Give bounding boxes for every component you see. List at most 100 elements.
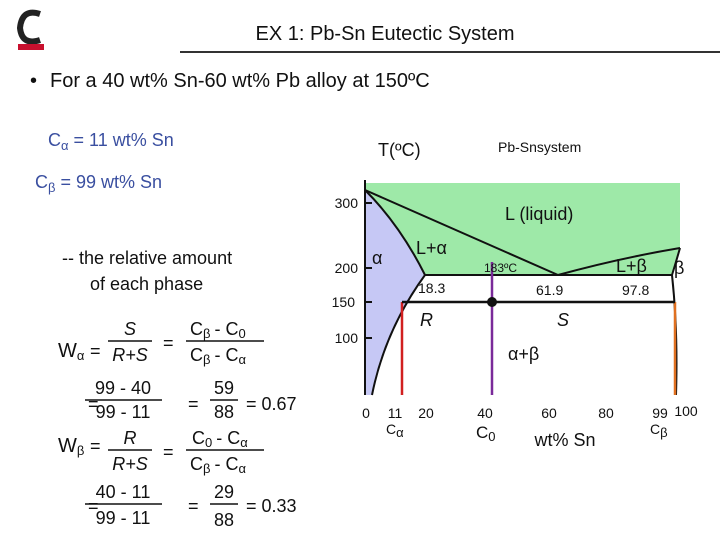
symbol: W	[58, 340, 77, 362]
point-label: 183ºC	[484, 261, 517, 275]
liquidus	[364, 189, 681, 276]
logo-bar	[18, 44, 44, 50]
numerator: R	[124, 428, 137, 448]
region-label: L (liquid)	[505, 204, 573, 224]
x-tick-label: 60	[541, 405, 557, 421]
w-alpha-equation: Wα = S R+S = Cβ - C0 Cβ - Cα = 99 - 40 99 …	[58, 319, 297, 422]
note-line: -- the relative amount	[62, 248, 232, 268]
x-tick-label: 80	[598, 405, 614, 421]
y-tick-label: 200	[335, 260, 359, 276]
subscript: α	[240, 435, 248, 450]
subscript: 0	[488, 429, 495, 444]
denominator: R+S	[112, 345, 148, 365]
symbol: C	[190, 345, 203, 365]
equals: =	[163, 333, 174, 353]
denominator: 88	[214, 510, 234, 530]
alloy-point	[487, 297, 497, 307]
operator: - C	[214, 345, 238, 365]
note-line: of each phase	[90, 274, 203, 294]
denominator: Cβ - Cα	[190, 345, 246, 367]
operator: - C	[214, 454, 238, 474]
symbol: C	[48, 130, 61, 150]
result: = 0.67	[246, 394, 297, 414]
alpha-region	[365, 190, 425, 395]
subscript: β	[203, 352, 210, 367]
point-label: 61.9	[536, 282, 563, 298]
logo-c	[16, 9, 41, 45]
phase-diagram: T(ºC) Pb-Snsystem 300 200 150 100 0 11 2…	[332, 139, 698, 450]
liquid-region	[365, 183, 680, 275]
text: = 11 wt% Sn	[74, 130, 174, 150]
symbol: C	[190, 319, 203, 339]
bullet: •	[30, 70, 37, 92]
numerator: 40 - 11	[96, 482, 151, 502]
x-tick-label: 20	[418, 405, 434, 421]
symbol: C	[386, 421, 396, 437]
subscript: α	[238, 461, 246, 476]
symbol: W	[58, 435, 77, 457]
denominator: 99 - 11	[96, 508, 151, 528]
x-axis-label: wt% Sn	[533, 430, 595, 450]
c-beta-label: Cβ	[650, 421, 668, 440]
region-label: β	[674, 258, 684, 278]
symbol: C	[192, 428, 205, 448]
logo	[16, 8, 44, 52]
operator: - C	[216, 428, 240, 448]
denominator: Cβ - Cα	[190, 454, 246, 476]
subscript: α	[61, 138, 69, 153]
x-tick-label: 100	[674, 403, 698, 419]
subscript: α	[238, 352, 246, 367]
subscript: 0	[205, 435, 212, 450]
numerator: 29	[214, 482, 234, 502]
numerator: 99 - 40	[95, 378, 151, 398]
y-tick-label: 100	[335, 330, 359, 346]
system-label: Pb-Snsystem	[498, 139, 581, 155]
equals: =	[188, 496, 199, 516]
subscript: β	[660, 425, 667, 440]
w-symbol: Wα	[58, 340, 85, 363]
subscript: α	[396, 425, 404, 440]
lever-label: S	[557, 310, 569, 330]
operator: - C	[214, 319, 238, 339]
equals: =	[90, 436, 101, 456]
symbol: C	[650, 421, 660, 437]
subscript: β	[203, 461, 210, 476]
numerator: Cβ - C0	[190, 319, 246, 341]
y-tick-label: 150	[332, 294, 356, 310]
equals: =	[188, 394, 199, 414]
title: EX 1: Pb-Sn Eutectic System	[256, 23, 515, 45]
numerator: S	[124, 319, 136, 339]
x-tick-label: 0	[362, 405, 370, 421]
subscript: β	[48, 180, 55, 195]
x-tick-label: 40	[477, 405, 493, 421]
y-axis-label: T(ºC)	[378, 140, 421, 160]
equals: =	[88, 496, 99, 516]
x-tick-label: 11	[388, 405, 403, 421]
numerator: 59	[214, 378, 234, 398]
equals: =	[88, 394, 99, 414]
symbol: C	[476, 423, 488, 442]
subscript: β	[77, 443, 84, 458]
numerator: C0 - Cα	[192, 428, 248, 450]
denominator: 99 - 11	[96, 402, 151, 422]
solidus	[364, 189, 681, 276]
c-alpha-label: Cα	[386, 421, 404, 440]
subscript: 0	[238, 326, 245, 341]
region-label: α+β	[508, 344, 539, 364]
c0-label: C0	[476, 423, 496, 444]
subscript: α	[77, 348, 85, 363]
lever-label: R	[420, 310, 433, 330]
symbol: C	[35, 172, 48, 192]
point-label: 18.3	[418, 280, 445, 296]
region-label: L+β	[616, 256, 647, 276]
w-symbol: Wβ	[58, 435, 84, 458]
y-tick-label: 300	[335, 195, 359, 211]
point-label: 97.8	[622, 282, 649, 298]
region-label: α	[372, 248, 382, 268]
result: = 0.33	[246, 496, 297, 516]
given-c-beta: Cβ = 99 wt% Sn	[35, 172, 162, 195]
text: = 99 wt% Sn	[60, 172, 162, 192]
w-beta-equation: Wβ = R R+S = C0- Cα Cβ - Cα = 40 - 11 99 …	[58, 428, 297, 530]
equals: =	[90, 341, 101, 361]
